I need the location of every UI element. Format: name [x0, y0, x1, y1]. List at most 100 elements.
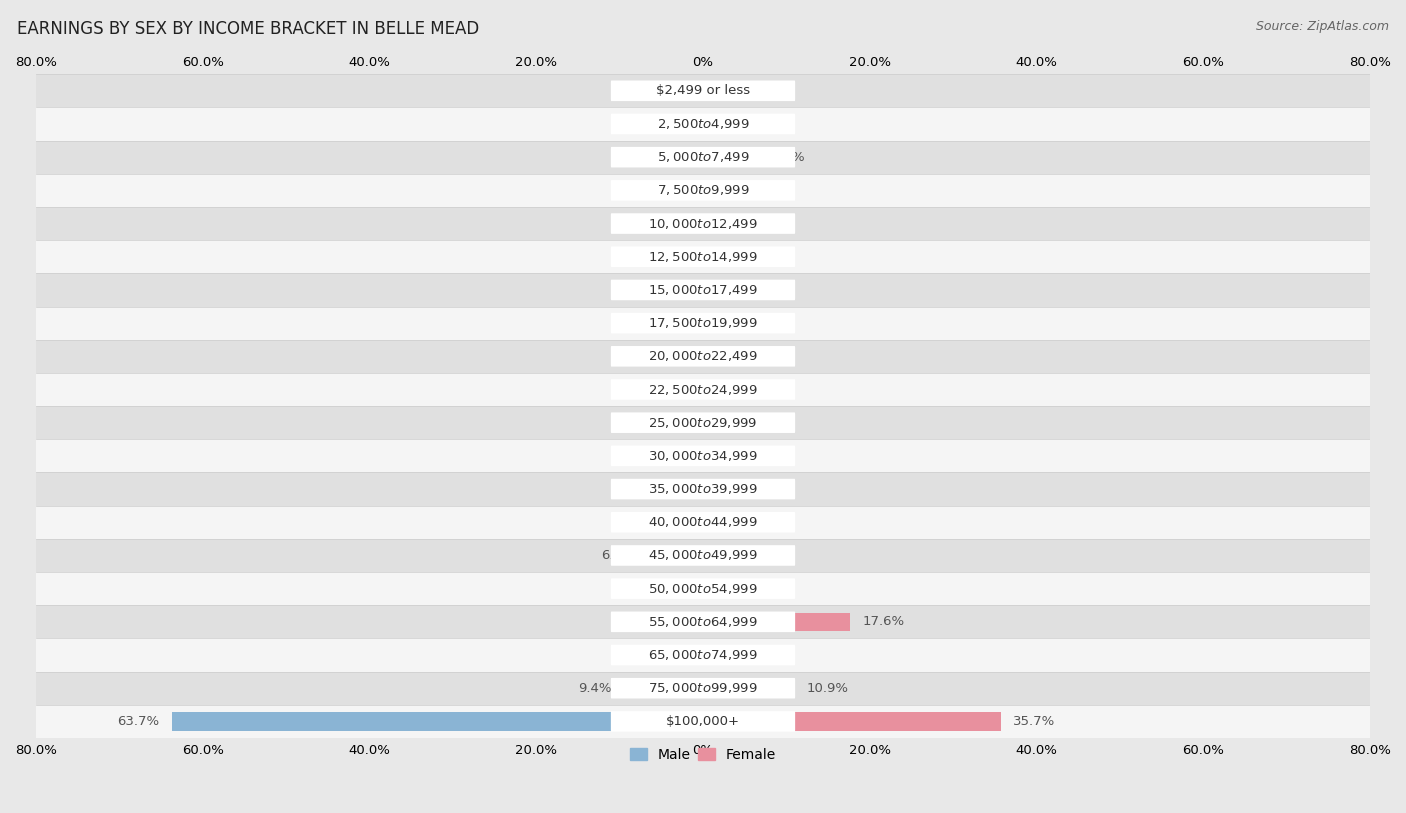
Bar: [703, 447, 728, 465]
Text: 3.4%: 3.4%: [744, 118, 778, 131]
FancyBboxPatch shape: [610, 446, 796, 466]
Bar: [37, 472, 1369, 506]
Text: 6.7%: 6.7%: [600, 549, 634, 562]
Text: 0.0%: 0.0%: [657, 316, 690, 329]
Text: 0.0%: 0.0%: [716, 582, 749, 595]
Text: 3.5%: 3.5%: [627, 483, 661, 496]
Text: $10,000 to $12,499: $10,000 to $12,499: [648, 216, 758, 231]
Bar: [703, 679, 794, 698]
FancyBboxPatch shape: [610, 711, 796, 732]
Bar: [697, 613, 703, 631]
Bar: [693, 347, 703, 365]
Bar: [37, 638, 1369, 672]
Text: 0.0%: 0.0%: [716, 316, 749, 329]
FancyBboxPatch shape: [610, 114, 796, 134]
FancyBboxPatch shape: [610, 280, 796, 300]
FancyBboxPatch shape: [610, 80, 796, 101]
Bar: [673, 480, 703, 498]
Bar: [37, 705, 1369, 738]
Bar: [37, 307, 1369, 340]
Bar: [686, 513, 703, 532]
Text: 3.0%: 3.0%: [741, 85, 775, 98]
Text: $45,000 to $49,999: $45,000 to $49,999: [648, 549, 758, 563]
Text: $30,000 to $34,999: $30,000 to $34,999: [648, 449, 758, 463]
Bar: [703, 380, 733, 398]
Bar: [703, 81, 728, 100]
Text: EARNINGS BY SEX BY INCOME BRACKET IN BELLE MEAD: EARNINGS BY SEX BY INCOME BRACKET IN BEL…: [17, 20, 479, 38]
Text: $2,499 or less: $2,499 or less: [657, 85, 749, 98]
Bar: [37, 605, 1369, 638]
Text: 0.0%: 0.0%: [657, 383, 690, 396]
Text: $2,500 to $4,999: $2,500 to $4,999: [657, 117, 749, 131]
Bar: [703, 613, 849, 631]
Text: $40,000 to $44,999: $40,000 to $44,999: [648, 515, 758, 529]
Bar: [682, 646, 703, 664]
Text: $12,500 to $14,999: $12,500 to $14,999: [648, 250, 758, 263]
Bar: [697, 580, 703, 598]
FancyBboxPatch shape: [610, 512, 796, 533]
Bar: [37, 174, 1369, 207]
Text: 17.6%: 17.6%: [862, 615, 904, 628]
Bar: [37, 406, 1369, 439]
Bar: [37, 273, 1369, 307]
Text: $65,000 to $74,999: $65,000 to $74,999: [648, 648, 758, 662]
Text: $55,000 to $64,999: $55,000 to $64,999: [648, 615, 758, 628]
Text: 10.9%: 10.9%: [807, 682, 848, 695]
Text: $50,000 to $54,999: $50,000 to $54,999: [648, 581, 758, 596]
Bar: [703, 248, 718, 266]
Text: 3.0%: 3.0%: [741, 450, 775, 463]
Bar: [696, 447, 703, 465]
Text: $100,000+: $100,000+: [666, 715, 740, 728]
Text: 5.1%: 5.1%: [758, 649, 792, 662]
Bar: [700, 414, 703, 432]
Text: 2.2%: 2.2%: [734, 217, 768, 230]
FancyBboxPatch shape: [610, 180, 796, 201]
Text: 2.5%: 2.5%: [636, 649, 669, 662]
Bar: [37, 572, 1369, 605]
FancyBboxPatch shape: [610, 578, 796, 599]
Bar: [703, 115, 731, 133]
FancyBboxPatch shape: [610, 213, 796, 234]
Bar: [37, 74, 1369, 107]
Bar: [37, 373, 1369, 406]
Text: 2.0%: 2.0%: [733, 416, 766, 429]
Text: 0.62%: 0.62%: [644, 615, 685, 628]
Text: $15,000 to $17,499: $15,000 to $17,499: [648, 283, 758, 297]
Text: 0.74%: 0.74%: [643, 217, 685, 230]
Bar: [37, 240, 1369, 273]
Text: 1.8%: 1.8%: [731, 250, 763, 263]
Bar: [693, 181, 703, 199]
Bar: [37, 141, 1369, 174]
Text: 0.0%: 0.0%: [716, 350, 749, 363]
Text: 0.4%: 0.4%: [654, 416, 688, 429]
Text: 0.0%: 0.0%: [657, 284, 690, 297]
Text: 2.4%: 2.4%: [735, 515, 769, 528]
Text: 0.58%: 0.58%: [720, 483, 762, 496]
Text: 2.0%: 2.0%: [640, 515, 673, 528]
Bar: [703, 215, 721, 233]
FancyBboxPatch shape: [610, 678, 796, 698]
FancyBboxPatch shape: [610, 147, 796, 167]
FancyBboxPatch shape: [610, 546, 796, 566]
Text: 1.1%: 1.1%: [724, 284, 758, 297]
FancyBboxPatch shape: [610, 246, 796, 267]
Bar: [673, 148, 703, 167]
Bar: [37, 672, 1369, 705]
Text: $35,000 to $39,999: $35,000 to $39,999: [648, 482, 758, 496]
Text: Source: ZipAtlas.com: Source: ZipAtlas.com: [1256, 20, 1389, 33]
Text: 0.85%: 0.85%: [641, 450, 683, 463]
Text: $75,000 to $99,999: $75,000 to $99,999: [648, 681, 758, 695]
Bar: [703, 148, 759, 167]
Bar: [703, 513, 723, 532]
Bar: [703, 414, 720, 432]
Text: 3.6%: 3.6%: [627, 150, 661, 163]
Bar: [647, 546, 703, 564]
FancyBboxPatch shape: [610, 346, 796, 367]
Text: 3.0%: 3.0%: [631, 85, 665, 98]
Text: 1.2%: 1.2%: [647, 184, 681, 197]
Text: 9.4%: 9.4%: [579, 682, 612, 695]
Text: 0.0%: 0.0%: [657, 118, 690, 131]
Bar: [624, 679, 703, 698]
Text: $22,500 to $24,999: $22,500 to $24,999: [648, 382, 758, 397]
Bar: [37, 107, 1369, 141]
